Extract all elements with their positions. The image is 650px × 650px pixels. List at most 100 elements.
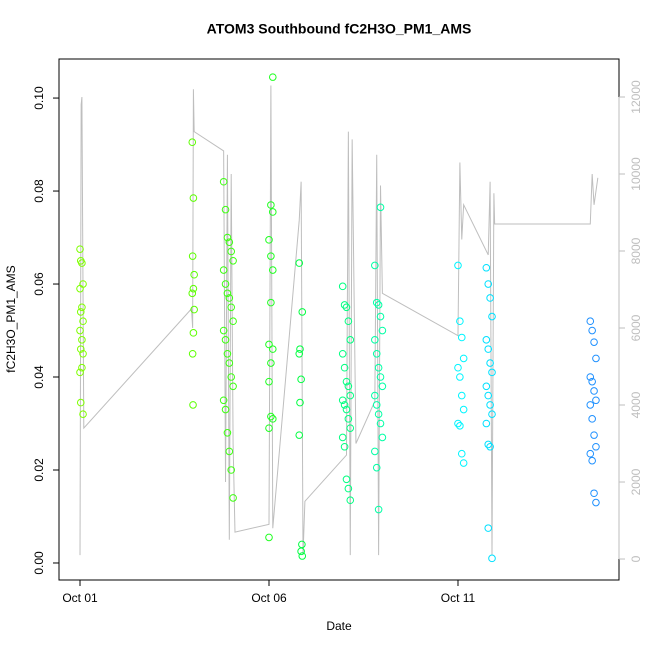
point	[267, 201, 275, 209]
point	[79, 317, 87, 326]
point	[374, 410, 383, 419]
point	[372, 401, 381, 409]
point	[586, 449, 595, 458]
point	[346, 496, 355, 505]
point	[340, 301, 349, 309]
y-tick-label: 0.06	[32, 272, 46, 296]
point	[378, 326, 387, 335]
point	[340, 442, 349, 451]
point	[376, 312, 385, 321]
point	[298, 308, 307, 316]
point	[267, 359, 275, 367]
point	[344, 484, 353, 493]
point	[338, 396, 347, 405]
y-tick-label: 0.02	[32, 458, 46, 482]
point	[223, 429, 232, 437]
point	[454, 419, 462, 428]
point	[78, 336, 86, 344]
point	[298, 540, 306, 549]
point	[342, 377, 351, 386]
point	[76, 326, 84, 335]
point	[188, 349, 197, 358]
point	[346, 336, 355, 344]
y-tick-label: 0.08	[32, 179, 46, 203]
altitude-line	[79, 85, 599, 556]
point	[346, 391, 355, 400]
point	[76, 368, 84, 377]
point	[371, 336, 379, 344]
point	[295, 431, 304, 439]
point	[456, 317, 464, 326]
point	[189, 194, 198, 202]
point	[223, 289, 232, 298]
point	[372, 298, 381, 307]
point	[588, 456, 596, 465]
point	[376, 419, 385, 428]
point	[225, 447, 234, 456]
point	[338, 282, 347, 291]
point	[219, 266, 228, 274]
point	[267, 252, 275, 260]
point	[221, 336, 230, 344]
point	[454, 363, 462, 372]
point	[488, 312, 496, 321]
point	[457, 333, 466, 342]
point	[484, 524, 493, 532]
point	[342, 475, 351, 484]
point	[592, 354, 600, 363]
point	[295, 259, 304, 267]
point	[588, 326, 596, 335]
point	[78, 303, 86, 312]
point	[225, 294, 234, 302]
point	[590, 431, 598, 439]
point	[378, 382, 387, 391]
y-tick-label: 0.10	[32, 86, 46, 110]
point	[295, 349, 304, 358]
point	[457, 391, 466, 400]
y-axis-title: fC2H3O_PM1_AMS	[4, 265, 18, 372]
point	[219, 396, 228, 405]
point	[376, 373, 385, 381]
point	[372, 349, 381, 358]
y2-tick-label: 10000	[629, 157, 643, 191]
point	[371, 261, 379, 270]
point	[484, 391, 493, 400]
point	[265, 533, 273, 542]
point	[590, 338, 598, 346]
point	[486, 401, 494, 409]
point	[374, 505, 383, 514]
point	[268, 345, 277, 353]
point	[592, 442, 600, 451]
point	[340, 401, 349, 409]
point	[268, 415, 277, 423]
point	[488, 410, 496, 419]
point	[188, 138, 197, 147]
point	[296, 345, 304, 353]
point	[371, 391, 379, 400]
point	[346, 424, 355, 432]
y2-tick-label: 6000	[629, 314, 643, 341]
point	[296, 398, 304, 407]
point	[592, 396, 600, 405]
point	[486, 442, 494, 451]
x-tick-label: Oct 06	[251, 591, 287, 605]
point	[229, 256, 237, 265]
point	[229, 317, 237, 326]
point	[223, 233, 232, 242]
point	[342, 303, 351, 312]
point	[221, 280, 230, 288]
point	[227, 373, 236, 381]
point	[590, 489, 598, 498]
point	[79, 410, 87, 419]
point	[189, 401, 197, 409]
point	[225, 238, 234, 246]
point	[459, 354, 468, 363]
point	[78, 259, 86, 267]
x-tick-label: Oct 11	[441, 591, 476, 605]
y2-tick-label: 0	[629, 555, 643, 562]
point	[76, 245, 84, 253]
point	[484, 280, 493, 288]
point	[338, 349, 347, 358]
point	[76, 345, 85, 353]
